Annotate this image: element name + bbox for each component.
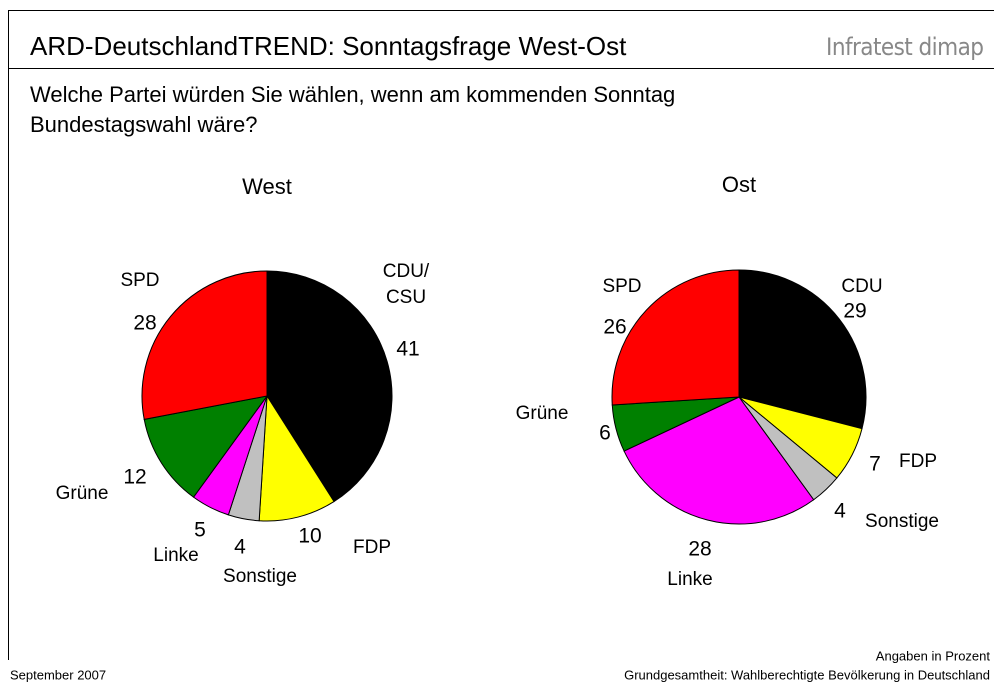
pie-slice — [143, 395, 269, 498]
pie-slice — [611, 269, 740, 406]
slice-label: Grüne — [516, 403, 569, 424]
slice-label: Sonstige — [223, 566, 297, 587]
slice-label: Linke — [667, 569, 712, 590]
slice-value: 10 — [298, 525, 321, 548]
slice-value: 29 — [843, 300, 866, 323]
pie-slice — [738, 269, 867, 430]
subtitle-line: Welche Partei würden Sie wählen, wenn am… — [30, 82, 675, 107]
pie-slice — [258, 394, 335, 522]
subtitle-line: Bundestagswahl wäre? — [30, 112, 257, 137]
slice-value: 6 — [599, 422, 611, 445]
slice-label: SPD — [602, 276, 641, 297]
brand: Infratest dimap — [826, 33, 984, 61]
slice-label: Grüne — [56, 483, 109, 504]
slice-value: 5 — [194, 519, 206, 542]
slice-label: CDU — [841, 276, 882, 297]
slice-value: 28 — [133, 312, 156, 335]
slice-value: 28 — [688, 538, 711, 561]
slice-value: 7 — [869, 453, 881, 476]
slice-value: 41 — [396, 338, 419, 361]
slice-label: SPD — [120, 270, 159, 291]
slice-value: 26 — [603, 316, 626, 339]
chart-title: Ost — [722, 172, 756, 197]
footer-unit: Angaben in Prozent — [876, 648, 991, 663]
chart-title: West — [242, 174, 292, 199]
footer-base: Grundgesamtheit: Wahlberechtigte Bevölke… — [624, 667, 990, 682]
slice-value: 12 — [123, 466, 146, 489]
footer-date: September 2007 — [10, 667, 106, 682]
slice-value: 4 — [834, 500, 846, 523]
slice-label: Sonstige — [865, 511, 939, 532]
slice-label: FDP — [899, 451, 937, 472]
slice-value: 4 — [234, 536, 246, 559]
slice-label: Linke — [153, 545, 198, 566]
pie-slice — [266, 270, 393, 503]
pie-slice — [623, 396, 815, 525]
title: ARD-DeutschlandTREND: Sonntagsfrage West… — [30, 31, 627, 61]
slice-label: FDP — [353, 537, 391, 558]
pie-slice — [141, 270, 268, 421]
slice-label: CDU/CSU — [383, 261, 430, 308]
